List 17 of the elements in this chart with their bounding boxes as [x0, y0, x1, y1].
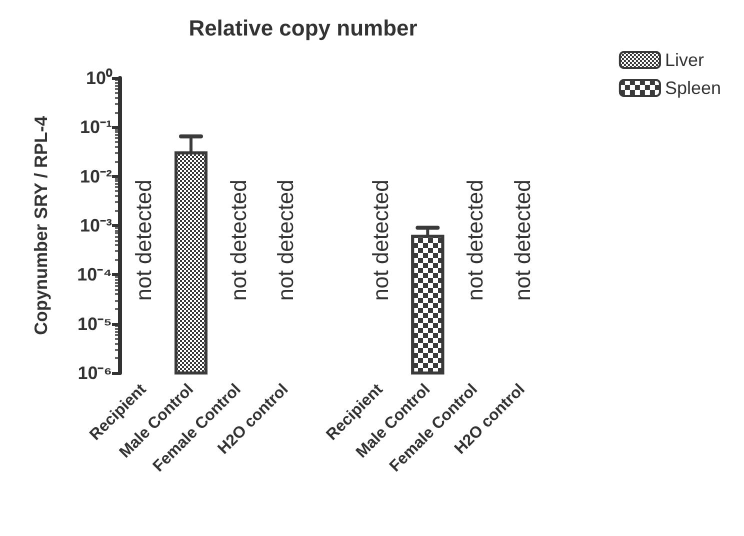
- chart-title: Relative copy number: [188, 16, 418, 40]
- text: not detected: [226, 180, 251, 301]
- text: not detected: [131, 180, 156, 301]
- y-tick-label: 10⁻³: [80, 216, 112, 236]
- y-tick-label: 10⁻⁶: [78, 363, 112, 383]
- y-tick-label: 10⁻⁵: [78, 314, 112, 334]
- y-tick-label: 10⁰: [86, 68, 113, 88]
- text: not detected: [462, 180, 488, 301]
- y-tick-label: 10⁻¹: [80, 117, 112, 138]
- y-tick-label: 10⁻⁴: [77, 264, 112, 285]
- text: not detected: [273, 180, 298, 301]
- y-axis-title: Copynumber SRY / RPL-4: [31, 116, 51, 336]
- legend-label: Spleen: [664, 78, 722, 98]
- y-tick-label: 10⁻²: [80, 166, 112, 186]
- text: not detected: [368, 180, 393, 301]
- legend-label: Liver: [664, 50, 704, 70]
- text: not detected: [510, 180, 535, 301]
